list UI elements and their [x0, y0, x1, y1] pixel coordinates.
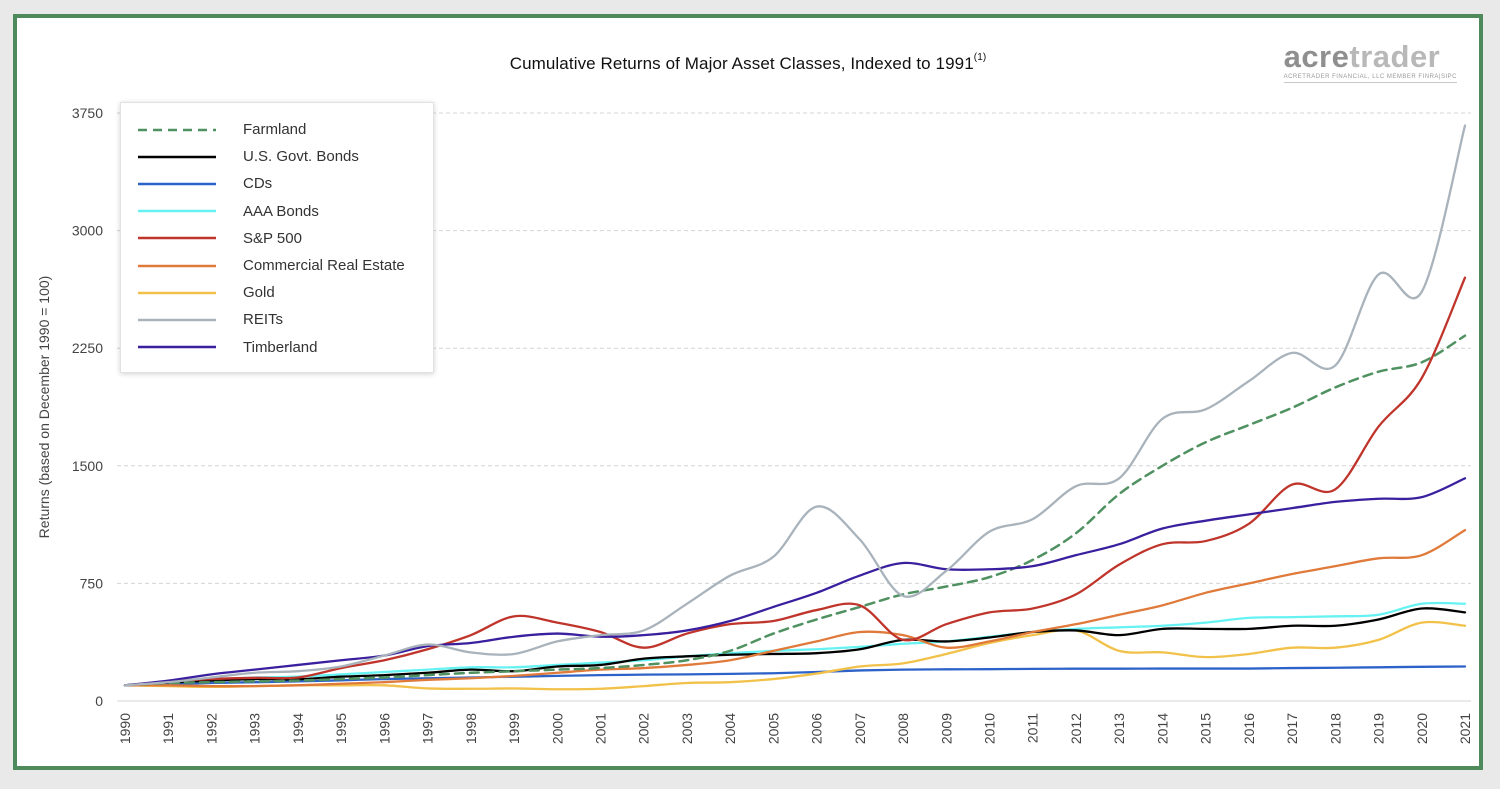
series-line-timberland — [123, 477, 1467, 687]
x-tick-label: 2010 — [982, 713, 998, 744]
legend-swatch-timberland — [138, 345, 216, 349]
logo-rule — [1283, 82, 1457, 83]
x-tick-label: 2004 — [722, 713, 738, 744]
x-tick-label: 2008 — [895, 713, 911, 744]
series-line-reits — [123, 124, 1467, 687]
x-tick-label: 2007 — [852, 713, 868, 744]
series-lines — [123, 124, 1467, 691]
x-tick-label: 2009 — [938, 713, 954, 744]
legend-item-commercial-real-estate: Commercial Real Estate — [121, 252, 433, 279]
x-tick-label: 2001 — [592, 713, 608, 744]
legend-swatch-u-s-govt-bonds — [138, 155, 216, 159]
series-line-s-p-500 — [123, 276, 1467, 687]
x-tick-label: 2012 — [1068, 713, 1084, 744]
x-tick-label: 2017 — [1284, 713, 1300, 744]
x-tick-label: 2011 — [1025, 713, 1041, 743]
chart-title: Cumulative Returns of Major Asset Classe… — [17, 52, 1479, 74]
x-tick-label: 1995 — [333, 713, 349, 744]
x-axis-ticks: 1990 1991 1992 1993 1994 1995 1996 1997 1998 1999… — [117, 713, 1473, 744]
y-tick-label: 750 — [80, 575, 104, 591]
legend-item-s-p-500: S&P 500 — [121, 225, 433, 252]
x-tick-label: 2014 — [1154, 713, 1170, 744]
legend-label: AAA Bonds — [243, 202, 319, 220]
y-tick-label: 0 — [95, 693, 103, 709]
legend-swatch-s-p-500 — [138, 237, 216, 240]
legend-label: S&P 500 — [243, 229, 302, 247]
legend-label: Gold — [243, 284, 275, 302]
legend-swatch-farmland — [138, 128, 216, 131]
acretrader-logo: acretrader ACRETRADER FINANCIAL, LLC MEM… — [1283, 39, 1457, 83]
legend-item-gold: Gold — [121, 279, 433, 306]
legend-label: REITs — [243, 311, 284, 329]
x-tick-label: 2020 — [1414, 713, 1430, 744]
series-line-aaa-bonds — [123, 601, 1467, 687]
y-tick-label: 3750 — [72, 105, 103, 121]
legend-item-farmland: Farmland — [121, 116, 433, 143]
chart-legend: Farmland U.S. Govt. Bonds CDs AAA Bonds S&P … — [120, 102, 434, 373]
legend-label: Commercial Real Estate — [243, 257, 405, 275]
chart-title-footnote: (1) — [973, 52, 987, 64]
series-line-cds — [123, 665, 1467, 687]
y-tick-label: 3000 — [72, 223, 103, 239]
y-tick-label: 1500 — [72, 458, 103, 474]
legend-item-reits: REITs — [121, 306, 433, 333]
legend-label: Farmland — [243, 121, 307, 139]
x-tick-label: 1992 — [203, 713, 219, 744]
x-tick-label: 2003 — [679, 713, 695, 744]
x-tick-label: 1997 — [420, 713, 436, 744]
series-line-farmland — [123, 334, 1467, 687]
x-tick-label: 2002 — [636, 713, 652, 744]
x-tick-label: 1998 — [463, 713, 479, 744]
logo-subtitle: ACRETRADER FINANCIAL, LLC MEMBER FINRA|S… — [1283, 74, 1457, 80]
x-tick-label: 2015 — [1198, 713, 1214, 744]
logo-word-light: trader — [1349, 39, 1441, 74]
y-axis-label: Returns (based on December 1990 = 100) — [36, 276, 52, 539]
legend-swatch-gold — [138, 291, 216, 294]
y-axis-ticks: 0 750 1500 2250 3000 3750 — [72, 105, 103, 709]
logo-wordmark: acretrader — [1283, 39, 1457, 74]
legend-item-timberland: Timberland — [121, 334, 433, 361]
x-tick-label: 2018 — [1327, 713, 1343, 744]
x-tick-label: 2000 — [549, 713, 565, 744]
chart-title-text: Cumulative Returns of Major Asset Classe… — [509, 54, 974, 73]
legend-swatch-aaa-bonds — [138, 209, 216, 213]
chart-frame: Cumulative Returns of Major Asset Classe… — [13, 14, 1483, 770]
x-tick-label: 1991 — [160, 713, 176, 744]
x-tick-label: 1993 — [247, 713, 263, 744]
x-tick-label: 1990 — [117, 713, 133, 744]
x-tick-label: 2006 — [809, 713, 825, 744]
x-tick-label: 2021 — [1457, 713, 1473, 744]
x-tick-label: 2005 — [765, 713, 781, 744]
legend-item-cds: CDs — [121, 170, 433, 197]
x-tick-label: 1999 — [506, 713, 522, 744]
legend-swatch-commercial-real-estate — [138, 264, 216, 267]
legend-swatch-reits — [138, 318, 216, 322]
legend-label: Timberland — [243, 338, 318, 356]
y-tick-label: 2250 — [72, 340, 103, 356]
series-line-u-s-govt-bonds — [123, 607, 1467, 687]
x-tick-label: 1994 — [290, 713, 306, 744]
x-tick-label: 2013 — [1111, 713, 1127, 744]
x-tick-label: 1996 — [376, 713, 392, 744]
series-line-commercial-real-estate — [123, 528, 1467, 688]
legend-item-u-s-govt-bonds: U.S. Govt. Bonds — [121, 143, 433, 170]
legend-item-aaa-bonds: AAA Bonds — [121, 198, 433, 225]
legend-swatch-cds — [138, 182, 216, 186]
legend-label: CDs — [243, 175, 273, 193]
logo-word-dark: acre — [1283, 39, 1350, 74]
legend-label: U.S. Govt. Bonds — [243, 148, 359, 166]
x-tick-label: 2019 — [1371, 713, 1387, 744]
x-tick-label: 2016 — [1241, 713, 1257, 744]
series-line-gold — [123, 620, 1467, 691]
